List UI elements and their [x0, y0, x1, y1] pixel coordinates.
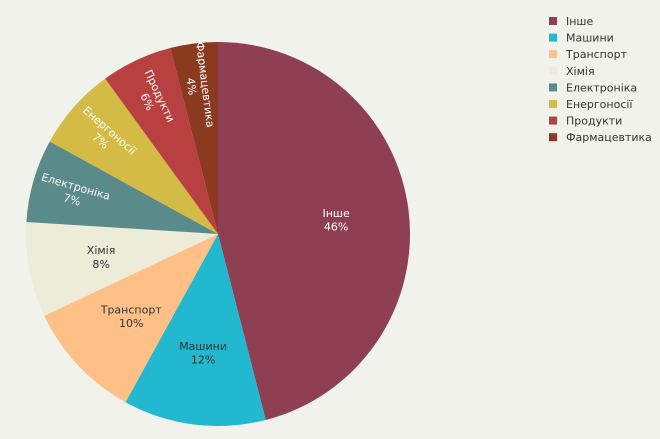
legend-label-1: Машини	[566, 32, 614, 45]
slice-label-name-2: Транспорт	[100, 303, 163, 316]
legend-swatch-3	[549, 66, 557, 75]
legend-swatch-5	[549, 100, 557, 108]
pie-slices	[25, 42, 410, 426]
legend-swatch-1	[549, 33, 557, 42]
slice-label-value-1: 12%	[191, 354, 215, 367]
slice-label-name-1: Машини	[179, 340, 227, 353]
slice-label-value-0: 46%	[324, 221, 348, 234]
legend-label-3: Хімія	[566, 65, 595, 78]
legend-swatch-4	[549, 83, 557, 92]
legend-swatch-6	[549, 116, 557, 125]
legend-label-5: Енергоносії	[566, 98, 633, 111]
legend-label-4: Електроніка	[566, 81, 637, 94]
legend-label-2: Транспорт	[565, 48, 628, 61]
legend-label-0: Інше	[566, 15, 594, 28]
pie-slice-2	[44, 234, 218, 403]
pie-slice-0	[218, 42, 410, 420]
legend-swatch-7	[549, 133, 557, 142]
pie-slice-5	[49, 78, 219, 235]
legend: Інше Машини Транспорт Хімія Електроніка Енерг…	[549, 15, 652, 144]
slice-label-3: Хімія 8%	[87, 244, 116, 271]
pie-slice-7	[170, 42, 218, 234]
legend-label-7: Фармацевтика	[566, 131, 652, 144]
legend-swatch-0	[549, 17, 557, 25]
pie-slice-1	[125, 234, 266, 426]
slice-label-name-0: Інше	[322, 207, 350, 220]
slice-label-0: Інше 46%	[322, 207, 350, 234]
pie-slice-4	[26, 141, 218, 234]
slice-label-name-3: Хімія	[87, 244, 116, 257]
slice-label-2: Транспорт 10%	[100, 303, 163, 330]
slice-label-1: Машини 12%	[179, 340, 227, 367]
legend-swatch-2	[549, 50, 557, 59]
pie-slice-6	[105, 48, 218, 235]
slice-label-value-7: 4%	[184, 77, 199, 96]
pie-slice-3	[25, 221, 218, 316]
slice-label-value-2: 10%	[119, 317, 143, 330]
slice-label-value-3: 8%	[92, 258, 109, 271]
legend-label-6: Продукти	[566, 115, 622, 128]
slice-label-value-4: 7%	[62, 191, 82, 208]
